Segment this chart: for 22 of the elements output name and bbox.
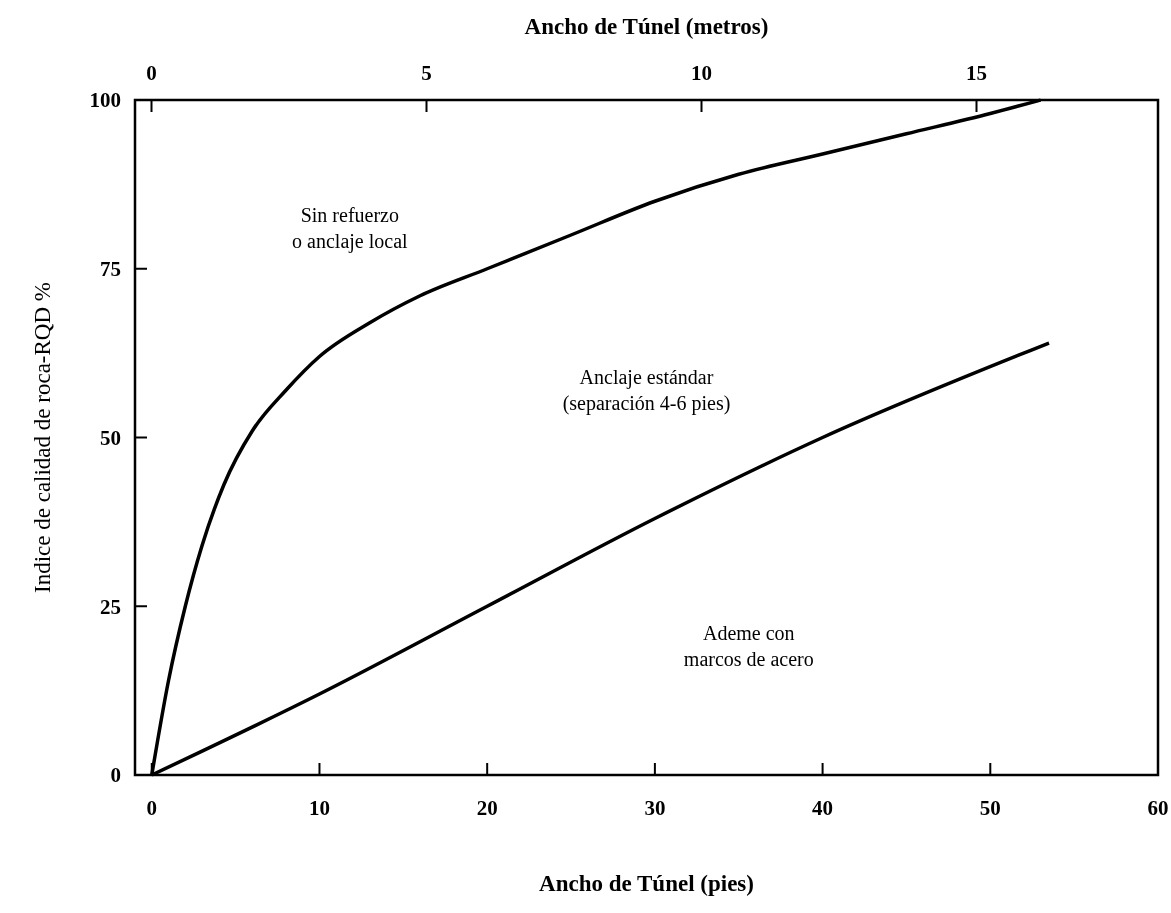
- y-tick-label: 50: [100, 425, 121, 450]
- y-tick-label: 100: [89, 88, 121, 113]
- x-tick-label: 10: [308, 796, 330, 820]
- x2-tick-label: 0: [146, 61, 157, 85]
- y-axis-title: Indice de calidad de roca-RQD %: [30, 282, 55, 593]
- x2-tick-label: 10: [691, 61, 712, 85]
- x-axis-title: Ancho de Túnel (pies): [539, 871, 754, 896]
- x-tick-label: 50: [979, 796, 1001, 820]
- y-tick-label: 75: [100, 257, 121, 282]
- x2-tick-label: 5: [421, 61, 432, 85]
- annotation: Anclaje estándar (separación 4-6 pies): [562, 365, 731, 415]
- x-tick-label: 60: [1147, 796, 1169, 820]
- annotation: Ademe con marcos de acero: [683, 622, 814, 670]
- x2-tick-label: 15: [966, 61, 987, 85]
- annotation: Sin refuerzo o anclaje local: [292, 203, 409, 253]
- y-tick-label: 0: [110, 763, 121, 788]
- x-tick-label: 40: [812, 796, 834, 820]
- x2-axis-title: Ancho de Túnel (metros): [524, 14, 769, 39]
- x-tick-label: 30: [644, 796, 666, 820]
- x-tick-label: 20: [476, 796, 498, 820]
- x-tick-label: 0: [146, 796, 158, 820]
- y-tick-label: 25: [100, 594, 121, 619]
